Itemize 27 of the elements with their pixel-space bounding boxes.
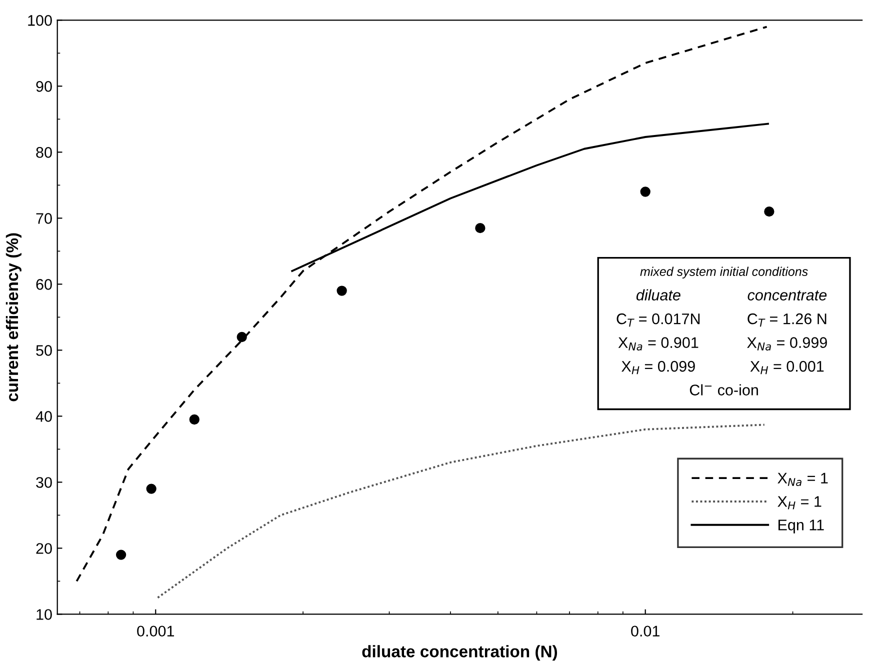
annotation: diluate — [636, 289, 680, 300]
legend-label: X$_{Na}$ = 1 — [778, 472, 828, 486]
annotation: C$_{T}$ = 0.017N — [616, 313, 700, 327]
x-tick-label: 0.001 — [137, 626, 174, 637]
y-tick-label: 70 — [36, 213, 52, 224]
y-tick-label: 20 — [36, 543, 52, 554]
y-tick-label: 40 — [36, 411, 52, 422]
y-tick-label: 80 — [36, 147, 52, 158]
legend-label: X$_{H}$ = 1 — [778, 496, 822, 510]
y-tick-label: 10 — [36, 609, 52, 620]
annotation: X$_{Na}$ = 0.999 — [747, 337, 827, 350]
annotation: X$_{H}$ = 0.001 — [750, 360, 824, 374]
annotation: X$_{Na}$ = 0.901 — [618, 337, 698, 350]
x-axis-title: diluate concentration (N) — [362, 645, 558, 661]
y-tick-label: 50 — [36, 345, 52, 356]
annotation: concentrate — [748, 290, 827, 300]
annotation: C$_{T}$ = 1.26 N — [748, 313, 826, 327]
y-tick-label: 100 — [28, 15, 52, 26]
annotation: X$_{H}$ = 0.099 — [622, 360, 695, 374]
x-tick-label: 0.01 — [631, 626, 660, 637]
y-tick-label: 60 — [36, 279, 52, 290]
y-tick-label: 30 — [36, 477, 52, 488]
annotation: Cl$^{−}$ co-ion — [690, 384, 758, 396]
y-axis-title: current efficiency (%) — [6, 233, 22, 402]
y-tick-label: 90 — [36, 81, 52, 92]
annotation: mixed system initial conditions — [640, 266, 808, 278]
legend-label: Eqn 11 — [778, 520, 824, 534]
